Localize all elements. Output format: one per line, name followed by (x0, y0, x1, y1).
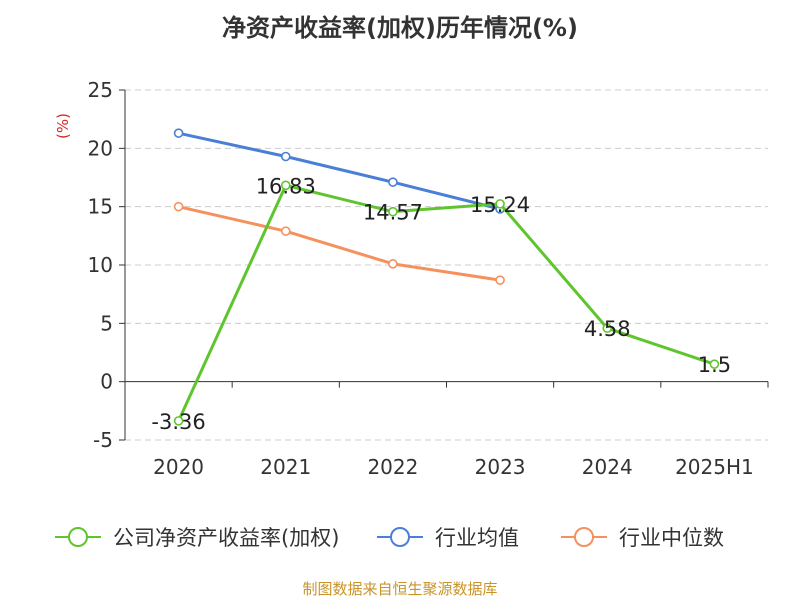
data-point (495, 275, 505, 285)
y-axis-label: (%) (54, 113, 72, 139)
x-tick-label: 2020 (153, 455, 204, 479)
series (173, 128, 720, 426)
x-tick-label: 2024 (582, 455, 633, 479)
legend-marker (68, 527, 88, 547)
data-point (388, 206, 398, 217)
series-line (177, 183, 715, 422)
source-note: 制图数据来自恒生聚源数据库 (302, 580, 498, 598)
y-tick-label: 25 (88, 78, 113, 102)
series-line (178, 205, 501, 282)
data-point (173, 201, 184, 212)
data-point (495, 199, 505, 209)
y-tick-label: 10 (88, 253, 113, 277)
data-point (173, 128, 184, 138)
legend: 公司净资产收益率(加权) 行业均值 行业中位数 (55, 526, 724, 550)
x-tick-label: 2025H1 (675, 455, 754, 479)
data-point (280, 226, 291, 236)
legend-label: 公司净资产收益率(加权) (113, 526, 339, 550)
chart-title: 净资产收益率(加权)历年情况(%) (222, 14, 578, 42)
legend-marker (390, 527, 410, 547)
data-point (280, 151, 291, 162)
legend-label: 行业均值 (435, 526, 519, 550)
y-tick-label: 15 (88, 195, 113, 219)
data-label: 16.83 (256, 174, 316, 198)
legend-marker (574, 527, 594, 547)
data-point (173, 416, 184, 426)
data-label: 15.24 (470, 193, 530, 217)
data-label: 4.58 (584, 317, 631, 341)
y-tick-label: 20 (88, 136, 113, 160)
data-point (602, 323, 613, 334)
data-label: -3.36 (151, 410, 205, 434)
x-tick-label: 2021 (260, 455, 311, 479)
axes: -5 0 5 10 15 20 25 2020 2021 2022 2023 2024 2025H1 (%… (54, 78, 769, 479)
y-tick-label: -5 (93, 428, 113, 452)
data-point (388, 259, 398, 269)
data-point (709, 359, 720, 369)
series-line (178, 131, 501, 211)
x-tick-label: 2023 (475, 455, 526, 479)
data-label: 14.57 (363, 201, 423, 225)
data-labels: -3.36 16.83 14.57 15.24 4.58 1.5 (151, 174, 731, 434)
y-tick-label: 5 (100, 311, 113, 335)
data-point (388, 177, 398, 187)
x-tick-label: 2022 (367, 455, 418, 479)
data-label: 1.5 (698, 353, 731, 377)
data-point (280, 180, 291, 191)
y-tick-label: 0 (100, 370, 113, 394)
legend-label: 行业中位数 (619, 526, 724, 550)
